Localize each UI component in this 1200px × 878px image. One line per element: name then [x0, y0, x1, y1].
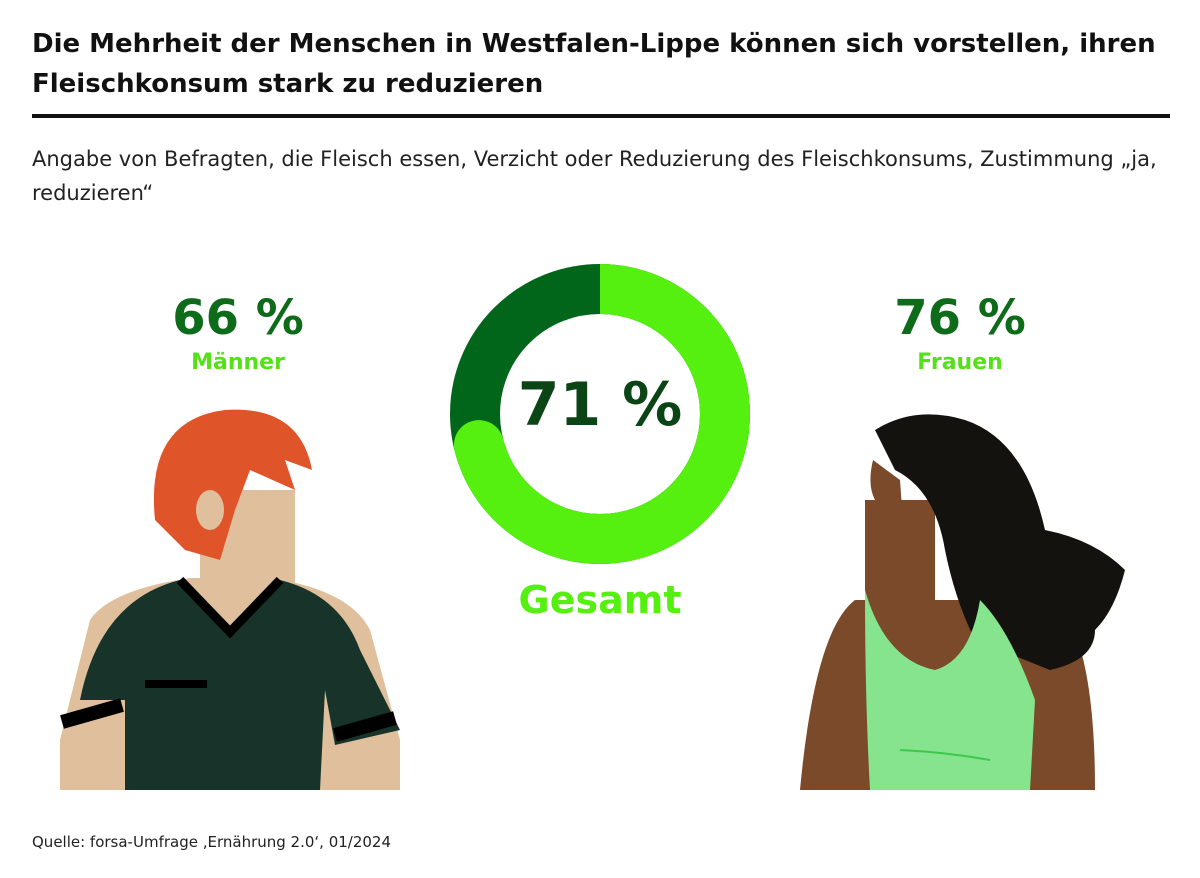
- source-note: Quelle: forsa-Umfrage ‚Ernährung 2.0‘, 0…: [32, 833, 392, 851]
- women-value: 76 %: [894, 290, 1026, 346]
- donut-chart: [450, 264, 750, 564]
- chart-subtitle: Angabe von Befragten, die Fleisch essen,…: [32, 147, 1157, 205]
- total-label: Gesamt: [518, 578, 682, 622]
- donut-segment-value: [454, 264, 750, 564]
- chart-title: Die Mehrheit der Menschen in Westfalen-L…: [32, 29, 1156, 99]
- total-value: 71 %: [517, 370, 683, 440]
- woman-illustration: [800, 414, 1125, 790]
- donut-arc-end-cap: [453, 420, 504, 471]
- title-divider: [32, 114, 1170, 118]
- men-value: 66 %: [172, 290, 304, 346]
- man-illustration: [60, 409, 400, 790]
- men-label: Männer: [191, 350, 285, 375]
- women-label: Frauen: [917, 350, 1003, 375]
